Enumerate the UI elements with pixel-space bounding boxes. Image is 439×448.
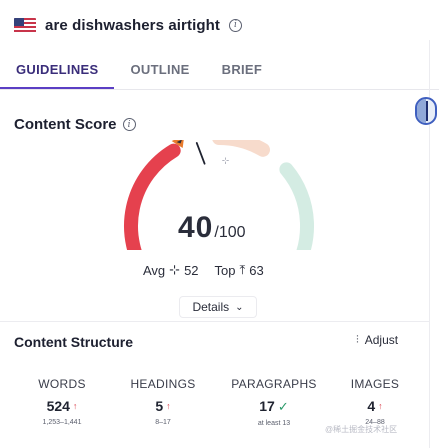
score-marker [171, 140, 206, 165]
assistant-toggle-icon[interactable] [415, 97, 437, 125]
scrollbar[interactable] [429, 40, 439, 448]
avg-value: 52 [184, 262, 199, 278]
adjust-label: Adjust [364, 333, 399, 347]
top-icon: ⤒ [239, 262, 246, 277]
top-value: 63 [249, 262, 264, 278]
avg-label: Avg [143, 262, 166, 278]
tab-bar: GUIDELINES OUTLINE BRIEF [0, 52, 439, 90]
chevron-down-icon: ⌄ [235, 301, 244, 313]
stat-value: 17 [259, 398, 275, 414]
stat-value-row: 5 ↑ [128, 398, 198, 414]
stat-head: PARAGRAPHS [231, 377, 317, 391]
content-score-value: 40 /100 [178, 211, 246, 245]
stat-head: IMAGES [350, 377, 400, 391]
stat-value: 5 [155, 398, 164, 414]
stat-paragraphs: PARAGRAPHS 17 ✓ at least 13 [229, 377, 319, 427]
check-icon: ✓ [277, 399, 289, 414]
stat-images: IMAGES 4 ↑ 24–88 [345, 377, 405, 426]
content-structure-title: Content Structure [14, 334, 133, 350]
tab-outline[interactable]: OUTLINE [130, 62, 190, 77]
content-score-info-icon[interactable]: i [122, 118, 136, 131]
watermark: @稀土掘金技术社区 [325, 425, 398, 434]
content-score-gauge: ⊹ [124, 140, 315, 250]
sliders-icon: ⫶ [356, 333, 359, 346]
stat-value-row: 17 ✓ [229, 398, 319, 415]
stat-head: WORDS [38, 377, 86, 391]
keyword-title: are dishwashers airtight [45, 16, 220, 34]
content-score-label: Content Score [14, 116, 117, 133]
stat-head: HEADINGS [130, 377, 196, 391]
details-label: Details [192, 300, 230, 314]
stat-value: 524 [46, 398, 70, 414]
tab-brief[interactable]: BRIEF [221, 62, 263, 77]
arrow-up-icon: ↑ [378, 401, 383, 411]
score-number: 40 [178, 211, 214, 244]
stat-range: 8–17 [155, 419, 171, 426]
gauge-red-arc [124, 143, 181, 250]
stat-range: at least 13 [257, 420, 291, 427]
section-divider [0, 321, 429, 322]
info-icon[interactable]: i [228, 18, 242, 32]
avg-marker-glyph: ⊹ [222, 156, 230, 166]
top-label: Top [214, 262, 236, 278]
stat-words: WORDS 524 ↑ 1,253–1,441 [30, 377, 94, 426]
keyword-header: are dishwashers airtight i [0, 0, 439, 50]
stat-value-row: 4 ↑ [345, 398, 405, 414]
stat-range: 1,253–1,441 [42, 419, 82, 426]
avg-top-scores: Avg ⊹ 52 Top ⤒ 63 [143, 262, 264, 278]
arrow-up-icon: ↑ [166, 401, 171, 411]
content-score-title: Content Score i [14, 116, 136, 133]
gauge-orange-arc [212, 140, 270, 157]
stat-headings: HEADINGS 5 ↑ 8–17 [128, 377, 198, 426]
avg-marker: ⊹ [222, 156, 230, 166]
stat-value: 4 [367, 398, 376, 414]
gauge-green-arc [279, 162, 315, 250]
stat-range: 24–88 [365, 419, 385, 426]
score-max: /100 [214, 224, 246, 241]
avg-icon: ⊹ [169, 262, 181, 277]
adjust-button[interactable]: ⫶ Adjust [356, 333, 398, 347]
tab-guidelines[interactable]: GUIDELINES [0, 52, 115, 89]
arrow-up-icon: ↑ [72, 401, 78, 411]
us-flag-icon [14, 17, 36, 33]
stat-value-row: 524 ↑ [30, 398, 94, 414]
details-button[interactable]: Details ⌄ [179, 296, 257, 318]
